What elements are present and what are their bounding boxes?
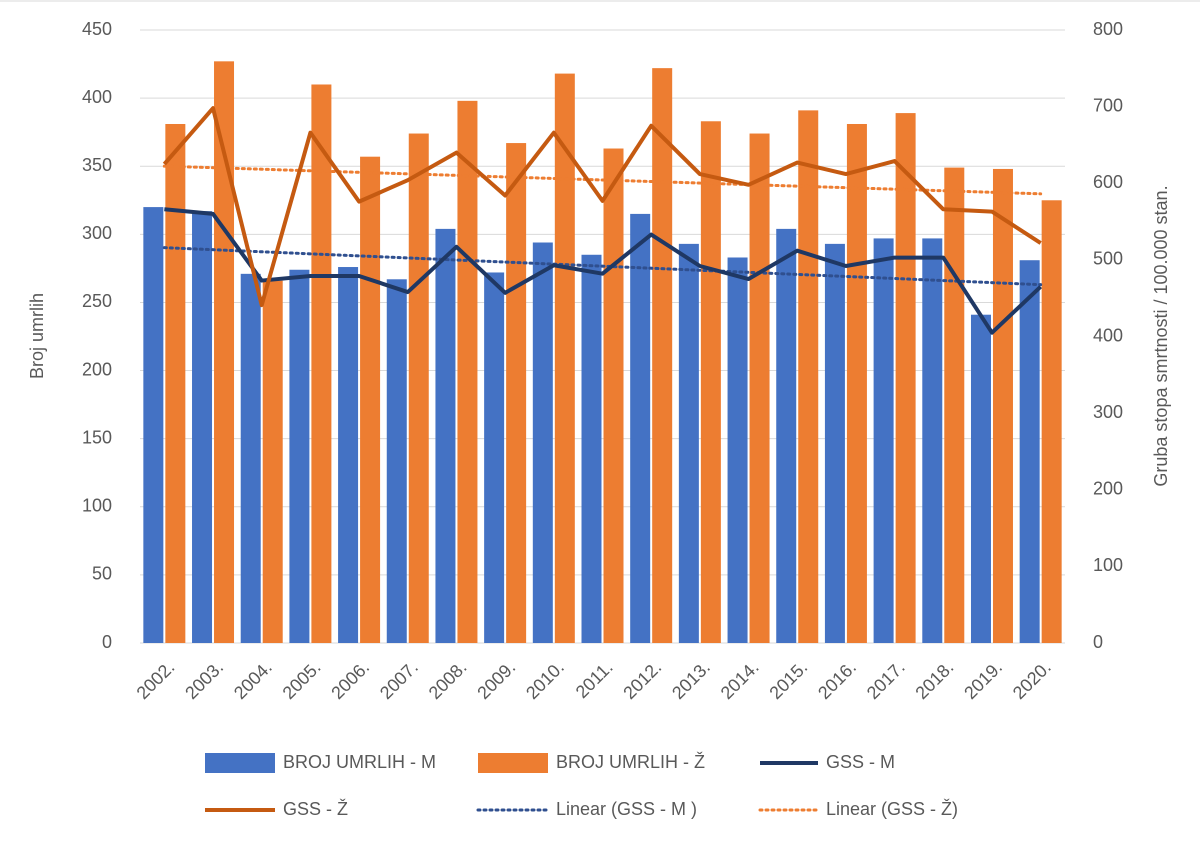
bar <box>1041 200 1062 643</box>
y-tick-label: 250 <box>82 291 112 311</box>
y-tick-label: 300 <box>82 223 112 243</box>
bar <box>532 242 553 644</box>
x-tick-label: 2012. <box>619 657 665 703</box>
line <box>162 106 1042 308</box>
y2-axis-title: Gruba stopa smrtnosti / 100.000 stan. <box>1151 185 1171 486</box>
legend-swatch <box>205 753 275 773</box>
y2-tick-label: 500 <box>1093 249 1123 269</box>
bar <box>360 156 381 644</box>
bar <box>922 238 943 644</box>
y-tick-label: 400 <box>82 87 112 107</box>
legend-label: BROJ UMRLIH - M <box>283 752 436 772</box>
y-tick-label: 100 <box>82 496 112 516</box>
bar <box>873 238 894 644</box>
x-tick-label: 2018. <box>911 657 957 703</box>
bar <box>435 228 456 643</box>
bar <box>457 100 478 643</box>
bar <box>165 123 186 643</box>
legend-label: Linear (GSS - Ž) <box>826 799 958 819</box>
bar <box>338 267 359 643</box>
bar <box>944 167 965 643</box>
bar <box>386 279 407 643</box>
line <box>164 207 1043 335</box>
y-tick-label: 350 <box>82 155 112 175</box>
bar <box>776 228 797 643</box>
bar <box>581 254 602 643</box>
bar <box>992 168 1013 644</box>
y-tick-label: 200 <box>82 359 112 379</box>
x-tick-label: 2006. <box>327 657 373 703</box>
y2-tick-label: 300 <box>1093 402 1123 422</box>
x-tick-label: 2003. <box>181 657 227 703</box>
x-tick-label: 2016. <box>814 657 860 703</box>
bar <box>506 143 527 643</box>
bar <box>749 133 770 644</box>
y2-tick-label: 200 <box>1093 479 1123 499</box>
bar <box>798 110 819 644</box>
y2-tick-label: 800 <box>1093 19 1123 39</box>
bar <box>214 61 235 643</box>
y-tick-label: 0 <box>102 632 112 652</box>
x-tick-label: 2010. <box>522 657 568 703</box>
y2-tick-label: 100 <box>1093 555 1123 575</box>
x-tick-label: 2007. <box>376 657 422 703</box>
x-tick-label: 2009. <box>473 657 519 703</box>
bar <box>652 68 673 644</box>
bar <box>143 207 164 644</box>
bar <box>678 243 699 643</box>
bar <box>192 211 213 644</box>
bar <box>311 84 332 643</box>
legend-label: GSS - Ž <box>283 799 348 819</box>
bar <box>262 280 283 643</box>
legend-swatch <box>478 753 548 773</box>
legend-label: Linear (GSS - M ) <box>556 799 697 819</box>
trendline <box>162 246 1043 287</box>
x-tick-label: 2002. <box>133 657 179 703</box>
y-tick-label: 50 <box>92 564 112 584</box>
bar <box>970 314 991 643</box>
bar <box>603 148 624 643</box>
y2-tick-label: 400 <box>1093 325 1123 345</box>
x-tick-label: 2005. <box>279 657 325 703</box>
trendline <box>162 164 1043 196</box>
bar <box>700 121 721 643</box>
x-tick-label: 2020. <box>1009 657 1055 703</box>
bar <box>846 123 867 643</box>
x-tick-label: 2019. <box>960 657 1006 703</box>
x-tick-label: 2011. <box>572 657 617 702</box>
x-tick-label: 2013. <box>668 657 714 703</box>
bar <box>240 273 261 643</box>
y2-tick-label: 0 <box>1093 632 1103 652</box>
bar <box>554 73 575 643</box>
bar <box>1019 260 1040 643</box>
x-tick-label: 2017. <box>863 657 909 703</box>
y-tick-label: 150 <box>82 427 112 447</box>
bar <box>484 272 505 643</box>
bar <box>630 213 651 643</box>
bar <box>895 113 916 643</box>
y-axis-title: Broj umrlih <box>27 293 47 379</box>
bar <box>727 257 748 643</box>
legend-label: GSS - M <box>826 752 895 772</box>
bar <box>824 243 845 643</box>
bar <box>408 133 429 644</box>
bar <box>289 269 310 643</box>
y2-tick-label: 700 <box>1093 95 1123 115</box>
y2-tick-label: 600 <box>1093 172 1123 192</box>
legend-label: BROJ UMRLIH - Ž <box>556 752 705 772</box>
x-tick-label: 2004. <box>230 657 276 703</box>
y-tick-label: 450 <box>82 19 112 39</box>
x-tick-label: 2014. <box>717 657 763 703</box>
x-tick-label: 2008. <box>425 657 471 703</box>
x-tick-label: 2015. <box>765 657 811 703</box>
